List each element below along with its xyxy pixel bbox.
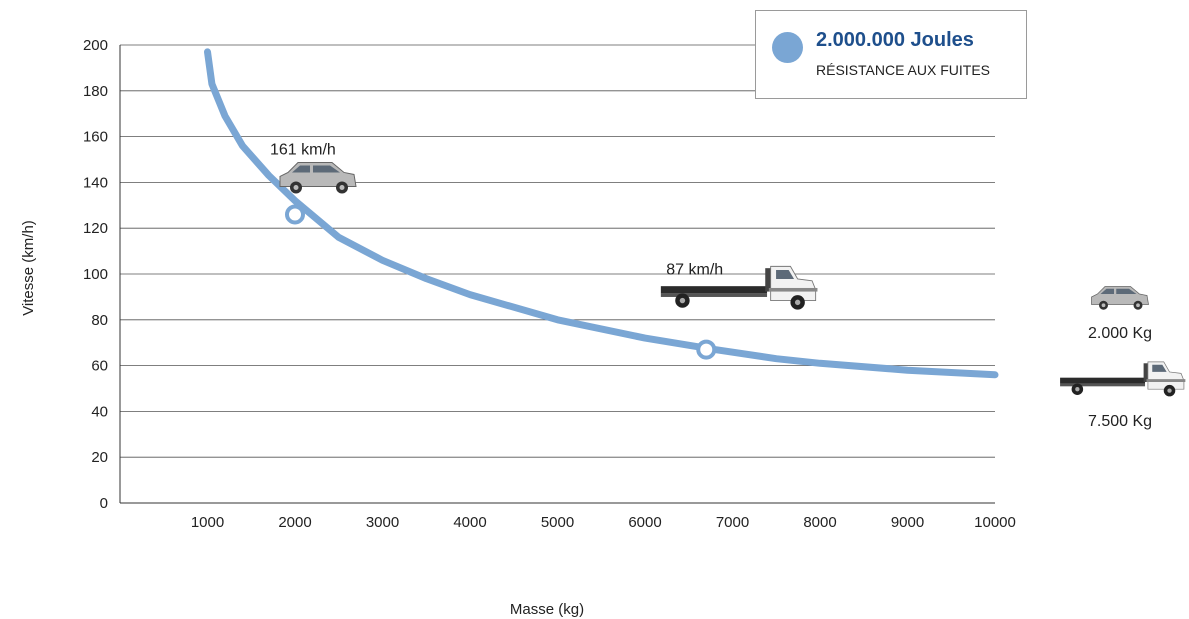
series-line-energy <box>204 48 999 379</box>
highlight-point-marker <box>696 339 717 360</box>
x-tick-label: 9000 <box>891 514 924 531</box>
side-key: 2.000 Kg 7.500 Kg <box>1060 286 1186 430</box>
highlight-point-label: 87 km/h <box>666 262 723 279</box>
y-tick-label: 140 <box>83 174 108 191</box>
y-tick-label: 60 <box>91 358 108 375</box>
legend-subtitle: RÉSISTANCE AUX FUITES <box>816 62 990 78</box>
x-tick-label: 3000 <box>366 514 399 531</box>
gridlines <box>120 44 995 458</box>
highlight-point-marker <box>285 204 305 225</box>
highlight-point-label: 161 km/h <box>270 141 336 158</box>
legend: 2.000.000 Joules RÉSISTANCE AUX FUITES <box>755 10 1027 99</box>
x-tick-label: 2000 <box>278 514 311 531</box>
flatbed-truck-icon <box>660 265 818 310</box>
y-tick-label: 80 <box>91 312 108 329</box>
y-tick-label: 120 <box>83 220 108 237</box>
x-tick-label: 8000 <box>803 514 836 531</box>
legend-title: 2.000.000 Joules <box>816 29 974 51</box>
x-tick-label: 4000 <box>453 514 486 531</box>
highlight-points: 161 km/h 87 km/h <box>270 141 818 360</box>
suv-icon <box>1091 286 1149 310</box>
x-tick-label: 6000 <box>628 514 661 531</box>
y-tick-label: 160 <box>83 129 108 146</box>
x-tick-label: 10000 <box>974 514 1016 531</box>
legend-swatch <box>772 32 803 63</box>
y-tick-label: 100 <box>83 266 108 283</box>
y-axis-title: Vitesse (km/h) <box>20 220 37 316</box>
y-tick-label: 0 <box>100 495 108 512</box>
x-axis-title: Masse (kg) <box>510 601 584 618</box>
side-key-label-truck: 7.500 Kg <box>1088 413 1152 430</box>
x-tick-label: 5000 <box>541 514 574 531</box>
side-key-label-suv: 2.000 Kg <box>1088 325 1152 342</box>
x-tick-label: 7000 <box>716 514 749 531</box>
x-tick-label: 1000 <box>191 514 224 531</box>
y-tick-labels: 0 20 40 60 80 100 120 140 160 180 200 <box>83 37 108 512</box>
y-tick-label: 40 <box>91 403 108 420</box>
y-tick-label: 200 <box>83 37 108 54</box>
flatbed-truck-icon <box>1060 361 1186 397</box>
y-tick-label: 20 <box>91 449 108 466</box>
suv-icon <box>279 161 357 194</box>
x-tick-labels: 1000 2000 3000 4000 5000 6000 7000 8000 9000 1000… <box>191 514 1016 531</box>
y-tick-label: 180 <box>83 83 108 100</box>
